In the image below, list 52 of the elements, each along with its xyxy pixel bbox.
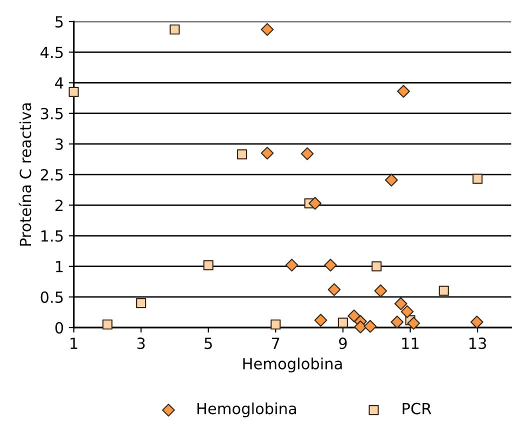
x-tick-label: 1 (70, 338, 78, 349)
point (203, 260, 214, 270)
x-tick-label: 9 (339, 338, 347, 350)
x-tick-label: 13 (470, 338, 486, 350)
y-tick-label: 1.5 (41, 230, 63, 242)
y-tick-label: 1 (56, 261, 63, 272)
point (348, 309, 361, 322)
point (236, 149, 248, 160)
legend-label: PCR (402, 402, 432, 414)
x-tick-label: 3 (137, 338, 145, 350)
y-tick-label: 0.5 (40, 291, 63, 303)
point (170, 24, 180, 35)
y-tick-label: 4 (55, 77, 64, 89)
point (260, 146, 274, 160)
point (338, 318, 348, 328)
point (407, 316, 420, 330)
point (472, 174, 483, 184)
y-tick-label: 4.5 (40, 46, 63, 58)
point (438, 286, 449, 296)
point (328, 283, 341, 296)
point (400, 305, 414, 318)
point (324, 258, 337, 272)
point (354, 320, 367, 334)
y-tick-label: 5 (56, 16, 63, 28)
x-tick-label: 7 (272, 338, 280, 349)
point (394, 297, 408, 310)
point (374, 284, 388, 298)
point (314, 314, 328, 327)
y-axis-title: Proteína C reactiva (18, 103, 32, 246)
point (364, 320, 377, 333)
point (68, 86, 79, 97)
y-tick-label: 2 (55, 200, 63, 211)
y-tick-label: 3 (56, 138, 63, 150)
y-tick-label: 3.5 (40, 108, 63, 120)
point (390, 316, 404, 328)
y-tick-label: 0 (55, 322, 64, 334)
point (102, 319, 112, 330)
point (372, 261, 382, 272)
point (397, 84, 410, 98)
point (270, 319, 281, 330)
point (136, 298, 146, 308)
point (260, 23, 274, 36)
x-axis-title: Hemoglobina (243, 358, 342, 372)
point (470, 316, 484, 328)
point (384, 174, 398, 187)
x-tick-label: 5 (204, 338, 212, 350)
x-tick-label: 11 (402, 338, 419, 349)
point (285, 258, 298, 272)
point (308, 196, 322, 210)
legend-label: Hemoglobina (197, 402, 296, 418)
y-tick-label: 2.5 (40, 169, 63, 181)
point (300, 147, 314, 160)
